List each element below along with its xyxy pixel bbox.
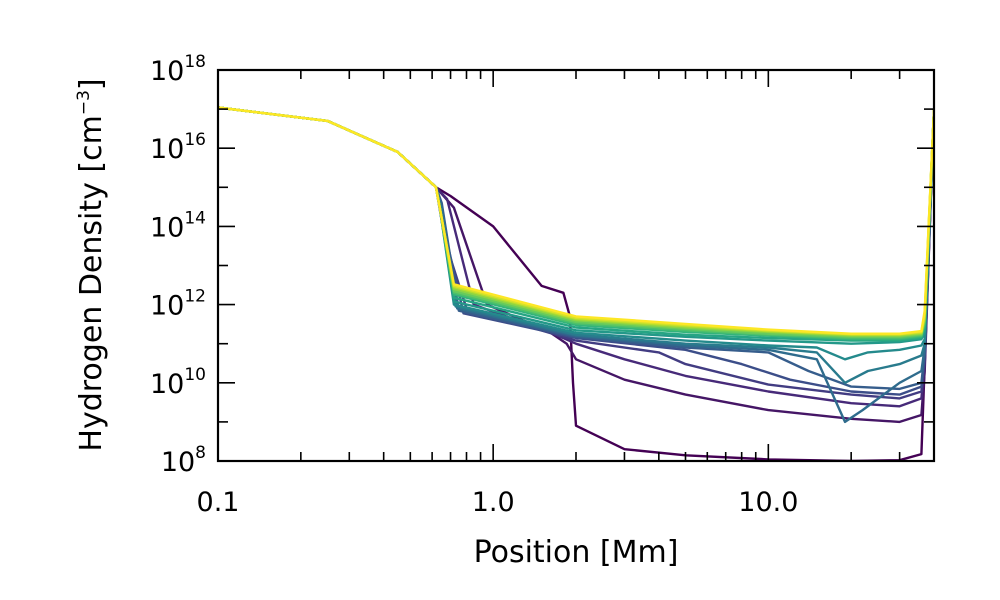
series-line-t12 xyxy=(218,106,934,340)
y-tick-exp: 16 xyxy=(184,130,206,150)
y-axis-title-close: ] xyxy=(74,78,109,90)
y-tick-label: 1018 xyxy=(150,52,206,87)
x-tick-label: 1.0 xyxy=(472,487,515,518)
series-line-t9 xyxy=(218,106,934,345)
y-tick-base: 10 xyxy=(150,369,184,400)
series-line-t6 xyxy=(218,106,934,424)
y-tick-exp: 18 xyxy=(184,52,206,72)
x-tick-label: 10.0 xyxy=(738,487,798,518)
y-tick-base: 10 xyxy=(161,447,195,478)
series-line-t15 xyxy=(218,106,934,336)
series-line-t13 xyxy=(218,106,934,338)
series-layer xyxy=(218,106,934,461)
y-tick-label: 108 xyxy=(161,443,206,478)
y-axis-title-text: Hydrogen Density [cm xyxy=(74,115,109,451)
y-tick-exp: 8 xyxy=(195,443,206,463)
y-tick-exp: 14 xyxy=(184,208,206,228)
x-tick-label: 0.1 xyxy=(197,487,240,518)
x-axis-title: Position [Mm] xyxy=(474,535,679,570)
series-line-t11 xyxy=(218,106,934,341)
series-line-t5 xyxy=(218,106,934,391)
y-tick-base: 10 xyxy=(150,291,184,322)
y-tick-label: 1014 xyxy=(150,208,206,243)
series-line-t14 xyxy=(218,106,934,337)
series-line-t3 xyxy=(218,106,934,400)
series-line-t0 xyxy=(218,106,934,461)
series-line-t1 xyxy=(218,106,934,424)
y-tick-base: 10 xyxy=(150,56,184,87)
y-axis-title: Hydrogen Density [cm−3] xyxy=(74,78,109,451)
plot-frame xyxy=(216,68,936,463)
series-line-t10 xyxy=(218,106,934,342)
series-line-t17 xyxy=(218,106,934,335)
y-axis-title-exp: −3 xyxy=(74,90,94,115)
y-tick-label: 1010 xyxy=(150,365,206,400)
y-tick-label: 1016 xyxy=(150,130,206,165)
y-tick-exp: 10 xyxy=(184,365,206,385)
ticks-layer xyxy=(217,69,935,462)
y-tick-exp: 12 xyxy=(184,287,206,307)
y-tick-label: 1012 xyxy=(150,287,206,322)
y-tick-base: 10 xyxy=(150,212,184,243)
y-tick-base: 10 xyxy=(150,134,184,165)
series-line-t16 xyxy=(218,106,934,336)
